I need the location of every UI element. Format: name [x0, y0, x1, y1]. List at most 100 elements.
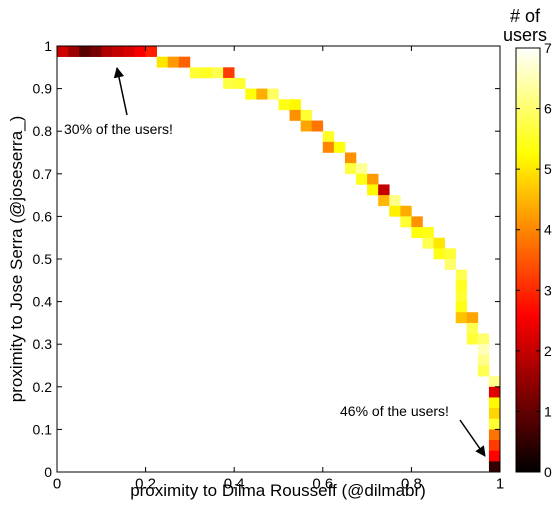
heatmap-cell [378, 184, 390, 196]
heatmap-cell [455, 280, 468, 292]
heatmap-cell [400, 216, 412, 228]
heatmap-cell [256, 88, 268, 100]
heatmap-cell [488, 461, 501, 473]
heatmap-cell [444, 248, 456, 260]
heatmap-cell [400, 205, 412, 217]
heatmap-cell [488, 429, 501, 441]
heatmap-cell [322, 141, 335, 153]
heatmap-cell [178, 56, 191, 68]
heatmap-cell [90, 46, 102, 57]
colorbar-tick-label: 2 [544, 343, 552, 359]
heatmap-cell [466, 333, 479, 345]
colorbar-tick-label: 4 [544, 222, 552, 238]
heatmap-cell [378, 195, 390, 207]
y-axis-label: proximity to Jose Serra (@joseserra_) [7, 116, 26, 403]
heatmap-cell [344, 152, 357, 164]
heatmap-cell [123, 46, 135, 57]
colorbar-title-line2: users [503, 25, 547, 45]
heatmap-cell [300, 120, 313, 132]
annotation-top-text: 30% of the users! [64, 121, 173, 137]
heatmap-cell [455, 269, 468, 281]
colorbar-ticks: 0 1 2 3 4 5 6 7 [516, 40, 552, 480]
heatmap-cell [145, 46, 157, 57]
heatmap-cell [411, 227, 423, 238]
annotation-bottom-arrow [459, 419, 486, 457]
heatmap-cell [112, 46, 124, 57]
heatmap-cell [477, 365, 490, 377]
y-tick-label: 0 [44, 464, 52, 480]
heatmap-cell [411, 216, 423, 228]
y-tick-label: 0.2 [33, 379, 53, 395]
heatmap-cell [422, 227, 434, 238]
x-axis-label: proximity to Dilma Rousseff (@dilmabr) [130, 481, 426, 500]
annotation-bottom: 46% of the users! [340, 403, 486, 457]
colorbar-tick-label: 0 [544, 464, 552, 480]
heatmap-cell [300, 109, 313, 121]
heatmap-cell [444, 259, 456, 270]
y-axis-ticks: 0 0.1 0.2 0.3 0.4 0.5 0.6 0.7 0.8 0.9 1 [33, 38, 500, 480]
y-tick-label: 0.1 [33, 421, 53, 437]
heatmap-cell [289, 109, 301, 121]
heatmap-cell [223, 77, 235, 89]
heatmap-cell [466, 322, 479, 334]
heatmap-cell [134, 46, 146, 57]
heatmap-cell [356, 173, 368, 185]
heatmap-cell [101, 46, 113, 57]
x-tick-label: 0.6 [312, 475, 333, 492]
x-axis-ticks: 0 0.2 0.4 0.6 0.8 1 [53, 46, 504, 492]
heatmap-cell [267, 88, 279, 100]
colorbar [515, 47, 541, 473]
heatmap-cell [455, 301, 468, 313]
plot-area [57, 46, 500, 472]
heatmap-cell [344, 163, 357, 175]
heatmap-cell [367, 173, 379, 185]
heatmap-cells [57, 46, 501, 473]
heatmap-cell [389, 205, 401, 217]
heatmap-cell [433, 248, 445, 260]
heatmap-cell [488, 397, 501, 409]
heatmap-cell [488, 450, 501, 462]
heatmap-cell [389, 195, 401, 207]
y-tick-label: 0.4 [33, 294, 53, 310]
heatmap-cell [322, 131, 335, 143]
colorbar-tick-label: 6 [544, 101, 552, 117]
heatmap-cell [466, 312, 479, 324]
heatmap-cell [433, 237, 445, 249]
heatmap-cell [488, 376, 501, 388]
heatmap-cell [488, 408, 501, 420]
heatmap-cell [488, 418, 501, 430]
heatmap-cell [189, 67, 202, 79]
colorbar-tick-label: 1 [544, 403, 552, 419]
heatmap-cell [333, 141, 346, 153]
heatmap-cell [234, 77, 246, 89]
y-tick-label: 0.3 [33, 336, 53, 352]
heatmap-cell [455, 312, 468, 324]
heatmap-cell [488, 386, 501, 398]
heatmap-cell [356, 163, 368, 175]
colorbar-tick-label: 3 [544, 282, 552, 298]
y-tick-label: 1 [44, 38, 52, 54]
heatmap-cell [488, 440, 501, 451]
x-tick-label: 0.8 [401, 475, 422, 492]
y-tick-label: 0.6 [33, 208, 53, 224]
x-tick-label: 0.2 [135, 475, 156, 492]
heatmap-cell [477, 333, 490, 345]
heatmap-cell [477, 344, 490, 356]
heatmap-cell [57, 46, 69, 57]
heatmap-cell [68, 46, 80, 57]
heatmap-cell [278, 99, 290, 111]
y-tick-label: 0.5 [33, 251, 53, 267]
x-tick-label: 1 [496, 475, 504, 492]
heatmap-cell [167, 56, 180, 68]
heatmap-cell [289, 99, 301, 111]
colorbar-title-line1: # of [510, 6, 541, 26]
heatmap-cell [200, 67, 213, 79]
colorbar-tick-label: 7 [544, 40, 552, 56]
annotation-top-arrow [113, 66, 128, 116]
colorbar-tick-label: 5 [544, 161, 552, 177]
annotation-bottom-text: 46% of the users! [340, 403, 449, 419]
heatmap-cell [311, 120, 324, 132]
heatmap-cell [245, 88, 257, 100]
heatmap-cell [455, 290, 468, 302]
